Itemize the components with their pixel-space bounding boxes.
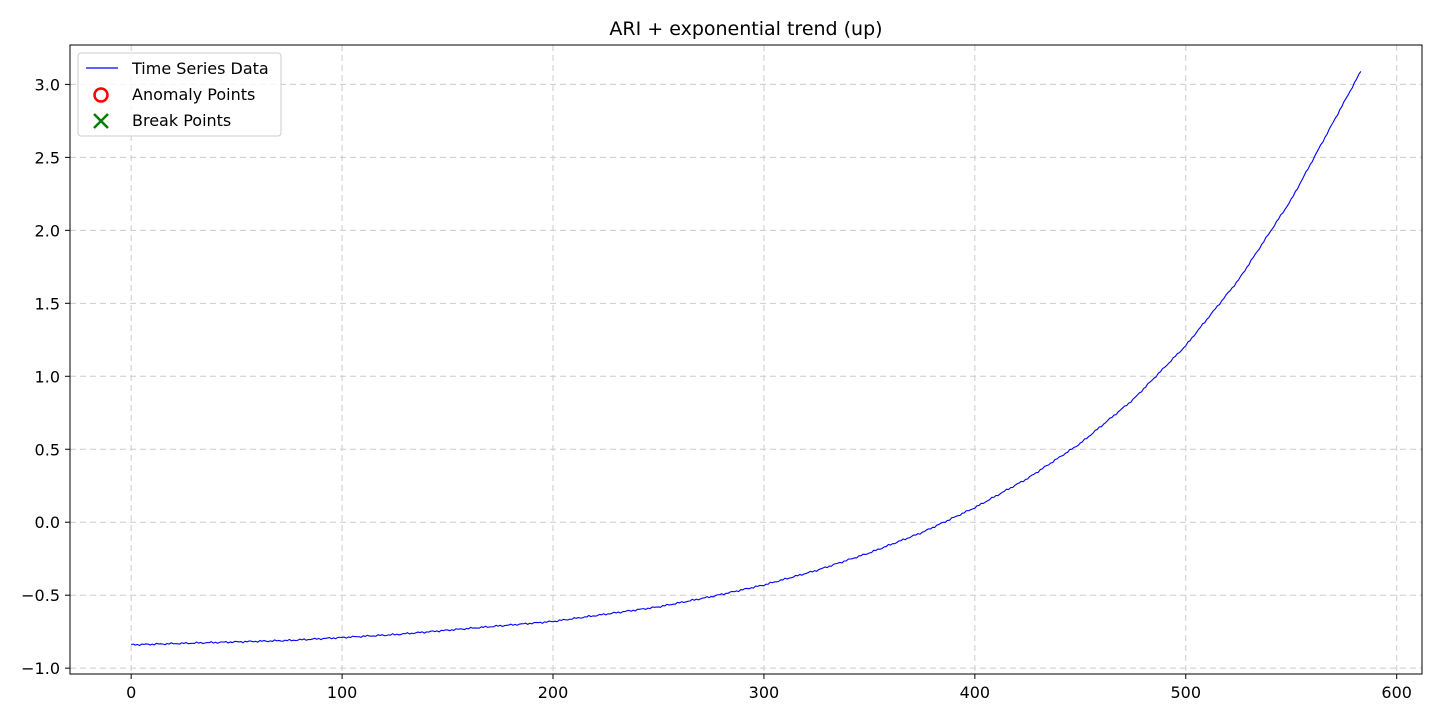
axis-ticks: 0 100 200 300 400 500 600 −1.0 −0.5 0.0 0.5 1.0 1.5 2…: [21, 75, 1412, 702]
x-tick-label: 200: [538, 683, 569, 702]
plot-area-frame: [69, 44, 1423, 675]
series-layer: [131, 71, 1362, 647]
series-line-0: [131, 71, 1362, 647]
legend-circle-marker-icon: [93, 87, 109, 103]
y-tick-label: 2.5: [35, 148, 60, 167]
y-tick-label: 1.0: [35, 367, 60, 386]
legend: Time Series Data Anomaly Points Break Po…: [77, 52, 282, 137]
x-tick-label: 300: [749, 683, 780, 702]
x-tick-label: 600: [1381, 683, 1412, 702]
y-tick-label: 2.0: [35, 221, 60, 240]
chart-title: ARI + exponential trend (up): [609, 18, 882, 40]
y-tick-label: −1.0: [21, 659, 60, 678]
x-tick-label: 500: [1170, 683, 1201, 702]
grid: [70, 45, 1422, 674]
y-tick-label: 0.0: [35, 513, 60, 532]
y-tick-label: 1.5: [35, 294, 60, 313]
legend-box: [77, 52, 282, 137]
legend-label-anomaly-points: Anomaly Points: [132, 85, 255, 104]
legend-label-break-points: Break Points: [132, 111, 231, 130]
x-tick-label: 0: [126, 683, 136, 702]
y-tick-label: 3.0: [35, 75, 60, 94]
y-tick-label: 0.5: [35, 440, 60, 459]
legend-x-marker-icon: [93, 113, 109, 129]
x-tick-label: 400: [960, 683, 991, 702]
x-tick-label: 100: [327, 683, 358, 702]
y-tick-label: −0.5: [21, 586, 60, 605]
legend-label-time-series: Time Series Data: [131, 59, 269, 78]
